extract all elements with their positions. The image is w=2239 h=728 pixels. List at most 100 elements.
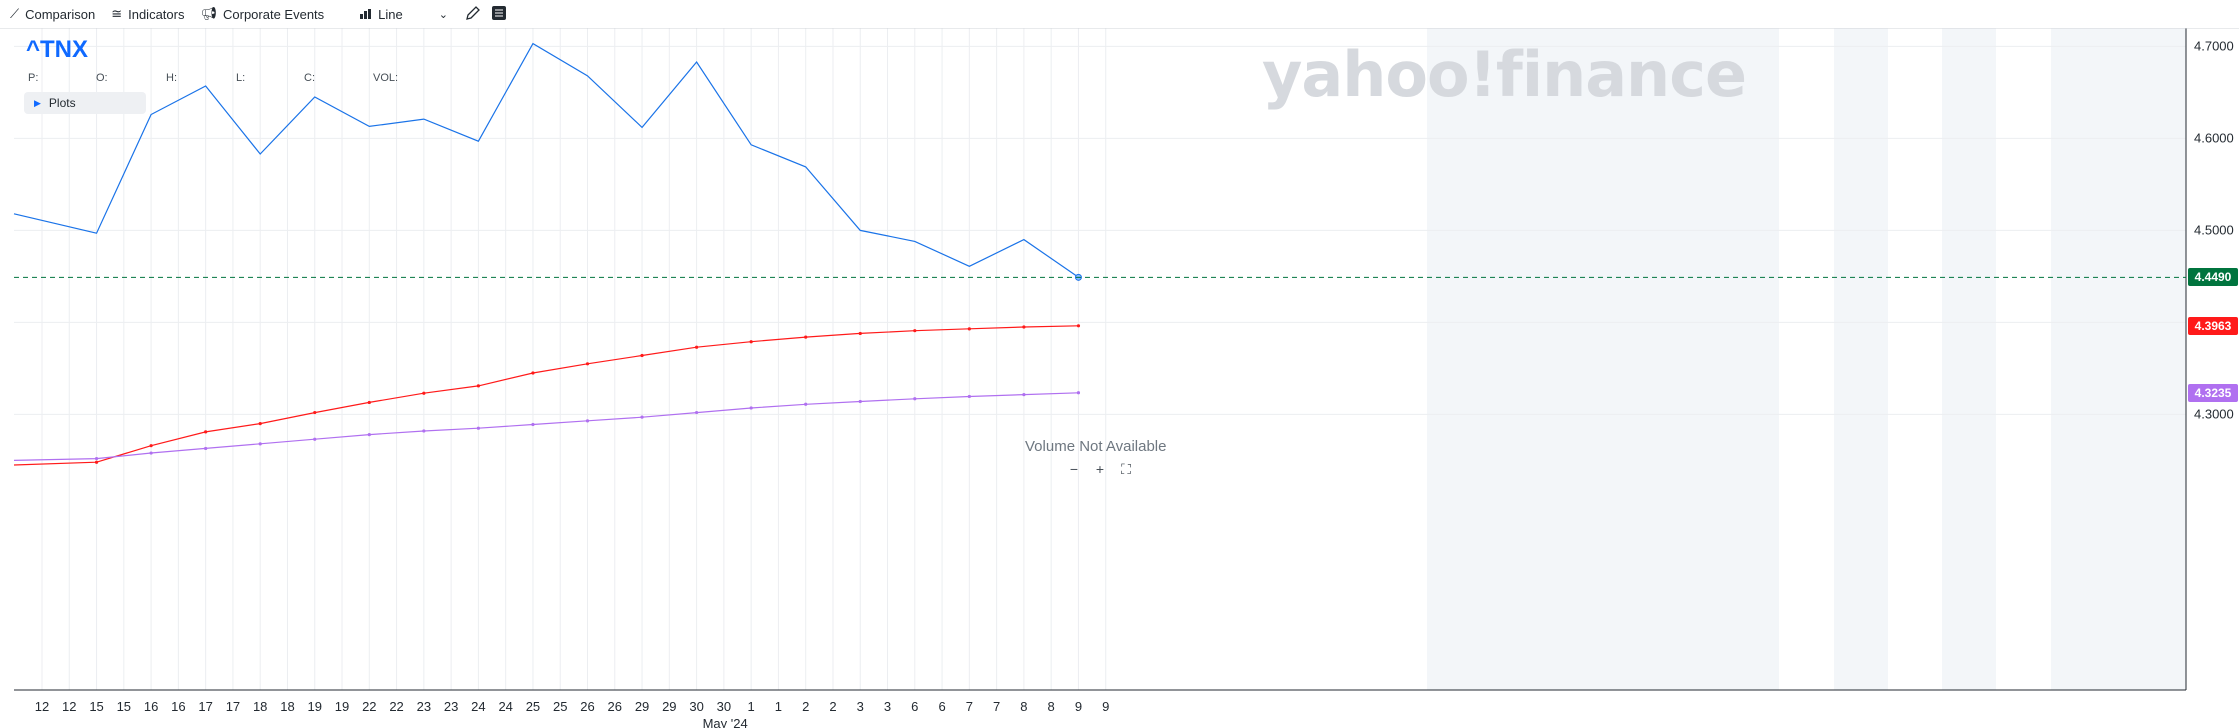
shaded-band-3 bbox=[2051, 28, 2186, 690]
series-point bbox=[967, 394, 971, 399]
panel-icon bbox=[491, 5, 507, 24]
y-tick-label: 4.5000 bbox=[2194, 222, 2234, 237]
x-tick-label: 6 bbox=[938, 699, 945, 714]
series-point bbox=[749, 406, 753, 410]
series-point bbox=[1022, 393, 1026, 397]
series-point bbox=[149, 451, 153, 455]
series-point bbox=[476, 426, 480, 430]
x-tick-label: 3 bbox=[857, 699, 864, 714]
x-tick-label: 15 bbox=[117, 699, 131, 714]
series-point bbox=[913, 329, 917, 333]
x-tick-label: 7 bbox=[993, 699, 1000, 714]
moving-average-red-series bbox=[13, 325, 1079, 466]
zoom-in-button[interactable]: + bbox=[1095, 461, 1105, 477]
x-tick-label: 26 bbox=[580, 699, 594, 714]
yahoo-finance-watermark: yahoo!finance bbox=[1262, 38, 1747, 111]
x-tick-label: 17 bbox=[198, 699, 212, 714]
series-point bbox=[1076, 391, 1081, 395]
zoom-fit-button[interactable]: ⛶ bbox=[1121, 460, 1131, 477]
series-point bbox=[804, 402, 808, 406]
last-price-tag-ma-red: 4.3963 bbox=[2188, 316, 2238, 335]
series-point bbox=[313, 437, 317, 441]
series-point bbox=[422, 429, 426, 433]
x-tick-label: 18 bbox=[253, 699, 267, 714]
chart-type-select[interactable]: Line ⌄ bbox=[360, 7, 448, 22]
series-point bbox=[695, 345, 699, 349]
x-tick-label: 24 bbox=[471, 699, 485, 714]
x-tick-label: 2 bbox=[802, 699, 809, 714]
series-point bbox=[258, 442, 262, 446]
volume-not-available: Volume Not Available bbox=[1025, 438, 1167, 455]
series-point bbox=[204, 446, 208, 451]
series-point bbox=[367, 400, 371, 405]
x-tick-label: 29 bbox=[662, 699, 676, 714]
series-point bbox=[94, 460, 99, 464]
series-point bbox=[913, 397, 917, 401]
series-point bbox=[531, 422, 535, 427]
comparison-button[interactable]: ⟋ Comparison bbox=[10, 6, 96, 22]
series-point bbox=[367, 433, 371, 437]
draw-button[interactable] bbox=[464, 5, 482, 23]
x-tick-label: 18 bbox=[280, 699, 294, 714]
series-point bbox=[804, 335, 808, 339]
y-tick-label: 4.6000 bbox=[2194, 130, 2234, 145]
x-tick-label: 12 bbox=[35, 699, 49, 714]
series-point bbox=[476, 384, 480, 388]
x-tick-label: 26 bbox=[608, 699, 622, 714]
x-tick-label: 8 bbox=[1048, 699, 1055, 714]
comparison-icon: ⟋ bbox=[10, 6, 20, 21]
plots-toggle-button[interactable]: ▶ Plots bbox=[24, 92, 146, 114]
x-tick-label: 8 bbox=[1020, 699, 1027, 714]
zoom-out-button[interactable]: − bbox=[1069, 461, 1079, 477]
ohlc-label-o: O: bbox=[96, 72, 108, 84]
corporate-events-button[interactable]: 📢︎ Corporate Events bbox=[200, 6, 325, 22]
last-price-tag-tnx: 4.4490 bbox=[2188, 268, 2238, 287]
ohlc-readout: P: O: H: L: C: VOL: bbox=[28, 72, 398, 84]
x-tick-label: 2 bbox=[829, 699, 836, 714]
x-tick-label: 9 bbox=[1075, 699, 1082, 714]
series-point bbox=[858, 399, 862, 404]
x-tick-label: 16 bbox=[144, 699, 158, 714]
x-tick-label: 22 bbox=[362, 699, 376, 714]
zoom-controls: − + ⛶ bbox=[1065, 460, 1135, 478]
price-chart: 4.70004.60004.50004.40004.30001212151516… bbox=[0, 28, 2239, 728]
x-tick-label: 30 bbox=[717, 699, 731, 714]
ohlc-label-c: C: bbox=[304, 72, 315, 84]
series-point bbox=[585, 419, 590, 423]
pencil-icon bbox=[465, 5, 481, 24]
megaphone-icon: 📢︎ bbox=[200, 6, 217, 21]
x-tick-label: 1 bbox=[775, 699, 782, 714]
series-point bbox=[967, 327, 971, 331]
x-tick-label: 7 bbox=[966, 699, 973, 714]
shaded-band-1 bbox=[1834, 28, 1888, 690]
month-label: May '24 bbox=[703, 716, 748, 728]
bar-chart-icon bbox=[360, 7, 372, 22]
indicators-icon: ≅ bbox=[111, 6, 123, 21]
series-point bbox=[149, 444, 153, 448]
x-tick-label: 25 bbox=[526, 699, 540, 714]
series-point bbox=[258, 422, 262, 426]
x-tick-label: 16 bbox=[171, 699, 185, 714]
series-point bbox=[94, 456, 99, 461]
settings-panel-button[interactable] bbox=[490, 5, 508, 23]
x-tick-label: 9 bbox=[1102, 699, 1109, 714]
indicators-button[interactable]: ≅ Indicators bbox=[111, 6, 185, 22]
series-point bbox=[313, 410, 317, 415]
series-point bbox=[531, 371, 535, 375]
last-price-tag-ma-purple: 4.3235 bbox=[2188, 383, 2238, 402]
ohlc-label-p: P: bbox=[28, 72, 39, 84]
series-point bbox=[1076, 324, 1081, 328]
x-tick-label: 23 bbox=[417, 699, 431, 714]
x-tick-label: 25 bbox=[553, 699, 567, 714]
chart-toolbar: ⟋ Comparison ≅ Indicators 📢︎ Corporate E… bbox=[0, 0, 2239, 28]
series-point bbox=[858, 331, 862, 336]
series-point bbox=[1022, 325, 1026, 329]
x-tick-label: 30 bbox=[689, 699, 703, 714]
price-line-series bbox=[13, 42, 1079, 278]
chart-area[interactable]: 4.70004.60004.50004.40004.30001212151516… bbox=[0, 28, 2239, 728]
x-tick-label: 29 bbox=[635, 699, 649, 714]
shaded-band-2 bbox=[1942, 28, 1996, 690]
series-point bbox=[422, 391, 426, 395]
moving-average-purple-series bbox=[13, 392, 1079, 461]
x-tick-label: 12 bbox=[62, 699, 76, 714]
